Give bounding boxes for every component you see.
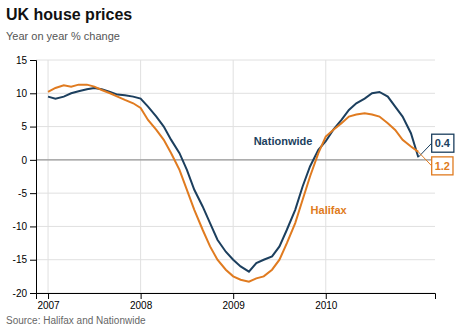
annotation-box [432,134,454,152]
tick-label: 15 [16,55,28,66]
tick-label: 2010 [315,300,338,311]
x-axis: 2007 2008 2009 2010 [37,293,436,311]
line [48,85,418,282]
tick: 0 [21,155,36,166]
series-labels: Nationwide Halifax [254,135,348,216]
source: Source: Halifax and Nationwide [6,315,146,326]
tick-mark [30,226,36,227]
annotation-connector [418,143,431,157]
tick: 10 [16,88,36,99]
tick: 2008 [130,293,153,311]
annotation: 1.2 [418,152,453,175]
grid-line [36,126,435,127]
grid-line [36,193,435,194]
tick-mark [30,193,36,194]
tick: 5 [21,121,36,132]
tick-label: -15 [13,254,28,265]
tick-label: -5 [18,188,27,199]
tick-label: 10 [16,88,28,99]
tick-mark [30,127,36,128]
grid-line [325,60,326,293]
tick: -15 [13,254,36,265]
grid-line [140,60,141,293]
tick-mark [30,293,36,294]
series-label: Nationwide [254,135,313,147]
tick-label: -10 [13,221,28,232]
reference-line [36,159,435,160]
chart: UK house prices Year on year % change Sour… [0,0,465,329]
tick-label: -20 [13,288,28,299]
axis-line [37,294,436,300]
tick-label: 2009 [223,300,246,311]
tick-mark [326,293,327,299]
tick-label: 2008 [130,300,153,311]
annotation-connector [418,152,431,166]
grid-line [48,60,49,293]
tick: 2010 [315,293,338,311]
series-label: Halifax [311,204,348,216]
plot: 2007 2008 2009 2010 -20 -15 -10 -5 0 5 10 15 Nationw… [13,55,454,311]
grid-line [36,159,435,160]
annotations: 0.4 1.2 [418,134,454,175]
tick-mark [233,293,234,299]
annotation-text: 1.2 [435,160,450,172]
tick-label: 2007 [37,300,60,311]
tick-mark [30,160,36,161]
tick: 2009 [223,293,246,311]
tick-mark [30,93,36,94]
tick-mark [141,293,142,299]
tick: 2007 [37,293,60,311]
axis-line [30,61,37,294]
line [48,88,418,272]
lines [48,85,418,282]
tick-label: 5 [21,121,27,132]
grid-line [36,259,435,260]
tick-mark [48,293,49,299]
tick: -20 [13,288,36,299]
tick-mark [30,260,36,261]
tick-label: 0 [21,155,27,166]
tick: -5 [18,188,36,199]
title: UK house prices [6,6,132,23]
tick: 15 [16,55,36,66]
subtitle: Year on year % change [6,30,120,42]
y-axis: -20 -15 -10 -5 0 5 10 15 [13,55,37,299]
annotation-text: 0.4 [435,137,451,149]
grid [36,60,435,293]
tick: -10 [13,221,36,232]
grid-line [36,226,435,227]
tick-mark [30,60,36,61]
annotation-box [432,157,453,175]
grid-line [36,60,435,61]
annotation: 0.4 [418,134,454,157]
